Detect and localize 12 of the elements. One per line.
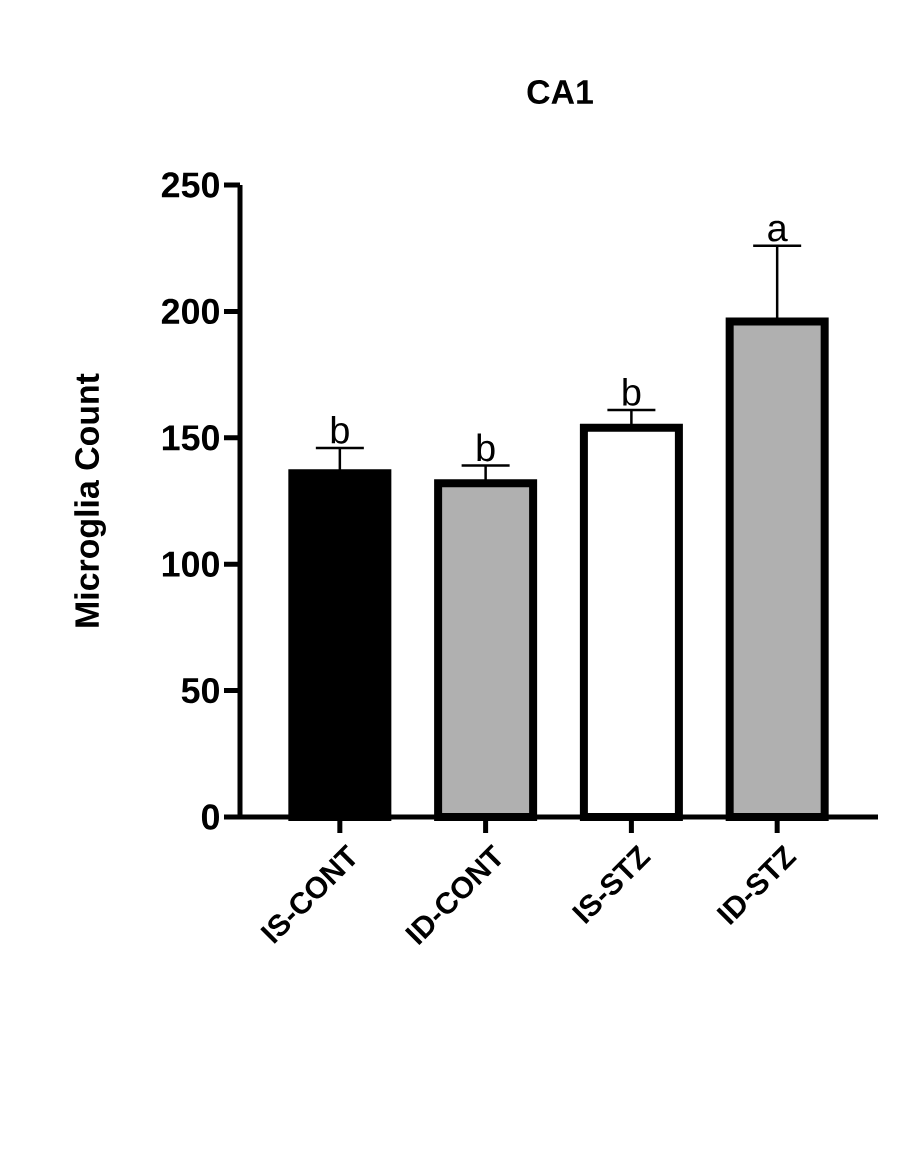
y-tick-label: 100: [162, 551, 219, 577]
y-tick-label: 0: [201, 804, 219, 830]
annotation: a: [768, 220, 788, 242]
y-tick-label: 150: [162, 425, 219, 451]
y-tick-label: 250: [161, 172, 219, 198]
y-axis-title: Microglia Count: [74, 373, 106, 627]
annotation: b: [331, 415, 349, 444]
annotation: b: [477, 433, 495, 462]
y-tick-label: 200: [161, 298, 219, 325]
chart-title: CA1: [527, 79, 593, 104]
annotation: b: [623, 377, 641, 406]
y-tick-label: 50: [181, 677, 219, 704]
